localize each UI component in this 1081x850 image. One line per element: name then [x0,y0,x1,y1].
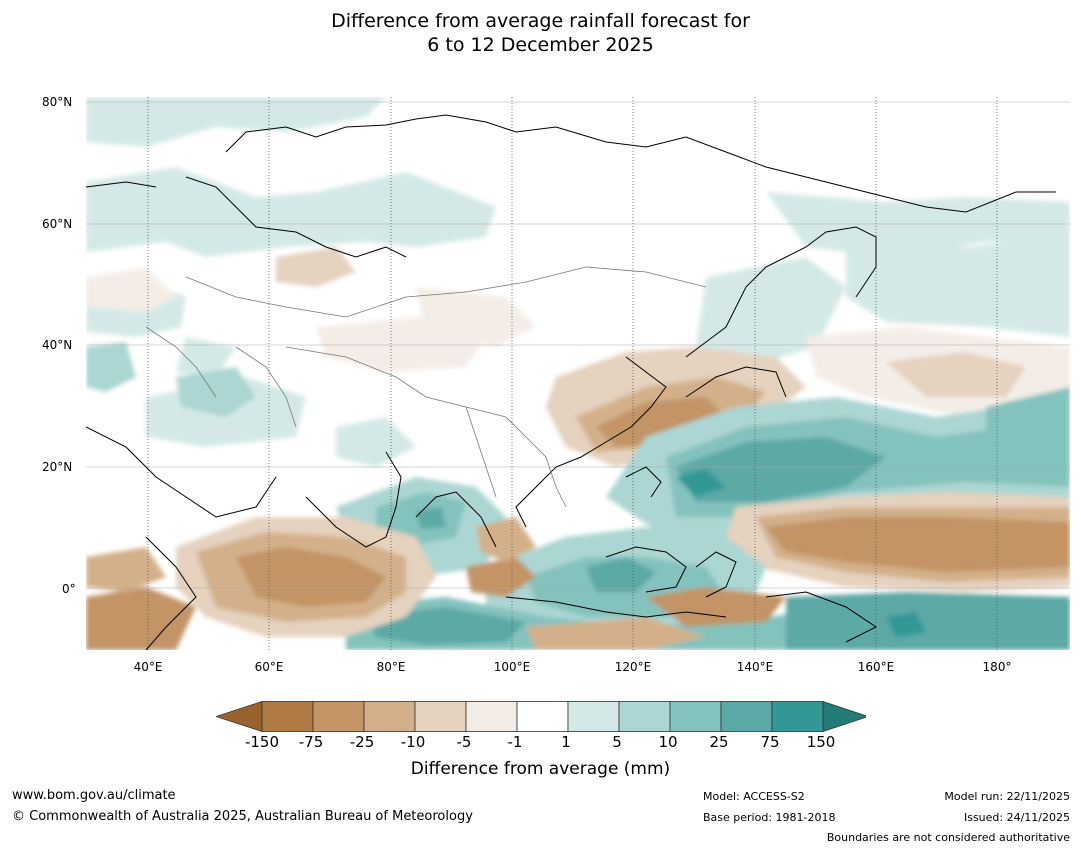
colorbar-segment [567,701,620,732]
colorbar [214,700,870,733]
lat-label-20n: 20°N [42,460,73,474]
model-run-text: Model run: 22/11/2025 [944,790,1070,803]
meridians [147,97,998,650]
colorbar-segment [516,701,569,732]
coastlines [86,114,1056,650]
colorbar-tick-label: 10 [658,733,678,751]
colorbar-tick-label: -75 [298,733,324,751]
colorbar-segment [465,701,518,732]
colorbar-segment [669,701,722,732]
colorbar-tick-label: -1 [507,733,523,751]
colorbar-tick-label: 75 [760,733,780,751]
colorbar-segment [720,701,773,732]
colorbar-segment [618,701,671,732]
country-borders [145,266,707,508]
colorbar-tick-label: -10 [400,733,426,751]
map-title-line-2: 6 to 12 December 2025 [427,34,654,56]
colorbar-segment [414,701,467,732]
map-title-line-1: Difference from average rainfall forecas… [331,10,750,32]
colorbar-tick-label: 150 [806,733,836,751]
lat-label-40n: 40°N [42,338,73,352]
colorbar-segment [312,701,365,732]
lon-label-160e: 160°E [857,660,895,674]
colorbar-segment [771,701,824,732]
colorbar-segment [822,700,870,733]
lat-label-equator: 0° [62,582,76,596]
colorbar-tick-label: -150 [244,733,280,751]
lon-label-40e: 40°E [133,660,163,674]
lon-label-100e: 100°E [493,660,531,674]
lon-label-60e: 60°E [254,660,284,674]
colorbar-tick-label: -25 [349,733,375,751]
model-text: Model: ACCESS-S2 [703,790,805,803]
lon-label-180: 180° [982,660,1012,674]
lat-label-60n: 60°N [42,217,73,231]
colorbar-tick-label: -5 [456,733,472,751]
anomaly-shading [86,97,1070,650]
colorbar-tick-label: 1 [561,733,571,751]
base-period-text: Base period: 1981-2018 [703,811,836,824]
lon-label-120e: 120°E [614,660,652,674]
colorbar-tick-label: 25 [709,733,729,751]
colorbar-title: Difference from average (mm) [410,759,671,779]
lat-label-80n: 80°N [42,95,73,109]
disclaimer-text: Boundaries are not considered authoritat… [826,831,1070,844]
colorbar-tick-label: 5 [612,733,622,751]
rainfall-anomaly-map [86,97,1070,650]
website-link[interactable]: www.bom.gov.au/climate [12,788,176,803]
lon-label-140e: 140°E [736,660,774,674]
graticule [86,101,1070,589]
copyright-text: © Commonwealth of Australia 2025, Austra… [12,809,473,824]
colorbar-segment [214,700,263,733]
colorbar-segment [261,701,314,732]
lon-label-80e: 80°E [376,660,406,674]
colorbar-segment [363,701,416,732]
issued-text: Issued: 24/11/2025 [963,811,1070,824]
